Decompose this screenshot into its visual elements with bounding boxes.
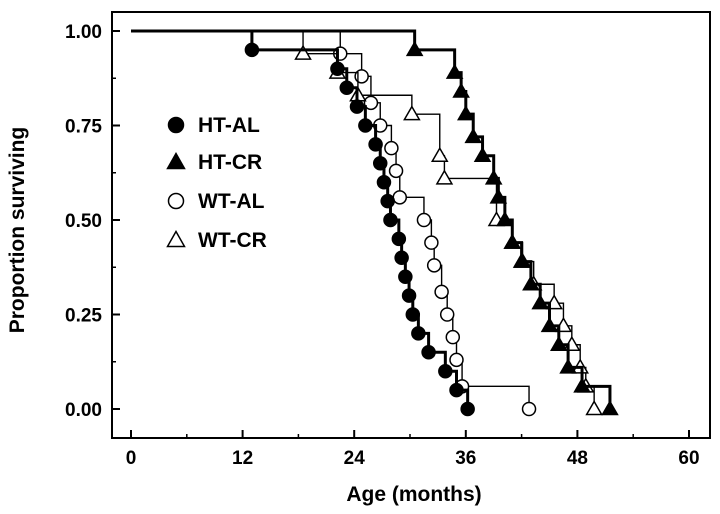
data-point-open-circle [392, 190, 408, 205]
series-ht-al [131, 29, 475, 417]
data-point-filled-triangle [540, 316, 559, 333]
legend-label: HT-AL [198, 114, 260, 137]
data-point-open-circle [445, 329, 461, 345]
legend-item-ht-al: HT-AL [167, 114, 260, 137]
x-axis-title: Age (months) [346, 483, 481, 506]
data-point-filled-circle [372, 156, 388, 171]
data-point-filled-triangle [503, 233, 522, 249]
x-tick-label: 60 [678, 448, 699, 469]
data-point-filled-circle [405, 307, 421, 322]
series-wt-al [131, 30, 537, 417]
data-point-open-triangle [435, 169, 454, 185]
plot-frame [111, 11, 711, 439]
series-ht-cr [131, 29, 619, 416]
legend-label: WT-AL [198, 190, 265, 213]
data-point-filled-circle [394, 250, 409, 266]
data-point-filled-circle [244, 42, 260, 58]
data-point-open-circle [434, 284, 449, 300]
data-point-filled-circle [398, 269, 413, 284]
data-point-filled-triangle [166, 151, 186, 170]
data-point-filled-triangle [573, 377, 591, 393]
data-point-open-circle [439, 307, 455, 322]
data-point-open-circle [384, 140, 399, 156]
data-point-filled-triangle [445, 63, 464, 79]
data-point-filled-circle [330, 61, 345, 77]
data-point-open-circle [388, 163, 404, 179]
data-point-filled-triangle [496, 210, 514, 227]
data-point-filled-triangle [464, 127, 483, 144]
x-tick-label: 48 [567, 448, 588, 469]
x-tick-label: 24 [344, 448, 366, 469]
legend-label: WT-CR [198, 229, 267, 252]
data-point-filled-circle [421, 345, 436, 360]
series-line-wt-al [131, 30, 530, 409]
data-point-open-circle [449, 352, 464, 368]
y-tick-label: 0.50 [65, 211, 102, 232]
data-point-filled-circle [383, 212, 398, 228]
data-point-filled-circle [411, 326, 426, 341]
y-tick-label: 0.00 [65, 400, 102, 421]
data-point-filled-triangle [473, 146, 492, 162]
series-line-wt-cr [131, 30, 595, 409]
data-point-open-circle [354, 69, 369, 84]
data-point-filled-circle [380, 193, 395, 209]
y-axis-title: Proportion surviving [6, 127, 29, 334]
data-point-filled-circle [368, 137, 383, 152]
y-tick-label: 0.25 [65, 306, 102, 327]
data-point-open-triangle [294, 44, 312, 60]
data-point-open-triangle [403, 105, 421, 121]
data-point-filled-circle [438, 363, 453, 379]
data-point-filled-circle [376, 174, 392, 190]
data-point-open-circle [426, 258, 442, 273]
legend: HT-AL HT-CR WT-AL WT-CR [166, 114, 267, 252]
data-point-open-circle [167, 192, 185, 210]
data-point-filled-circle [460, 401, 475, 417]
data-point-filled-triangle [489, 188, 508, 204]
data-point-filled-triangle [601, 399, 619, 416]
axes: 0 12 24 36 48 60 0.00 0.25 0.50 0.75 1.00 [65, 11, 711, 469]
data-point-filled-triangle [512, 252, 531, 268]
legend-label: HT-CR [198, 151, 262, 174]
data-point-open-triangle [585, 399, 603, 416]
data-point-open-circle [521, 401, 537, 417]
x-tick-label: 12 [232, 448, 253, 469]
data-point-filled-circle [401, 288, 417, 303]
data-point-filled-circle [167, 116, 185, 134]
legend-item-ht-cr: HT-CR [166, 151, 262, 174]
data-point-filled-circle [339, 80, 355, 95]
data-point-open-triangle [166, 229, 186, 248]
legend-item-wt-cr: WT-CR [166, 229, 267, 252]
series-layer [131, 29, 619, 417]
x-tick-label: 0 [126, 448, 137, 469]
data-point-open-circle [416, 212, 432, 228]
y-tick-label: 0.75 [65, 117, 102, 138]
data-point-filled-circle [391, 231, 407, 247]
legend-item-wt-al: WT-AL [167, 190, 265, 213]
series-wt-cr [131, 30, 603, 416]
y-tick-label: 1.00 [65, 22, 102, 43]
x-tick-label: 36 [455, 448, 476, 469]
data-point-filled-circle [358, 118, 373, 133]
data-point-filled-triangle [559, 358, 577, 374]
data-point-filled-triangle [531, 294, 549, 310]
data-point-filled-triangle [452, 82, 470, 98]
data-point-filled-triangle [522, 275, 540, 291]
data-point-filled-circle [349, 99, 365, 114]
data-point-filled-triangle [405, 40, 424, 57]
data-point-filled-triangle [484, 169, 503, 185]
data-point-filled-triangle [550, 335, 568, 351]
data-point-open-circle [424, 235, 439, 250]
data-point-open-triangle [430, 146, 449, 162]
data-point-filled-circle [449, 382, 464, 398]
data-point-open-circle [363, 95, 379, 111]
data-point-filled-triangle [457, 105, 475, 121]
